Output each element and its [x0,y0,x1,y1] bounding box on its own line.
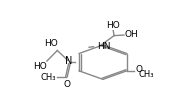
Text: HO: HO [106,21,120,30]
Text: CH₃: CH₃ [138,70,154,79]
Text: O: O [63,80,70,89]
Text: N: N [65,56,73,66]
Text: O: O [135,65,142,74]
Text: HO: HO [44,39,58,48]
Text: OH: OH [125,30,139,39]
Text: CH₃: CH₃ [40,73,56,82]
Text: HO: HO [33,62,47,71]
Text: HN: HN [97,42,111,51]
